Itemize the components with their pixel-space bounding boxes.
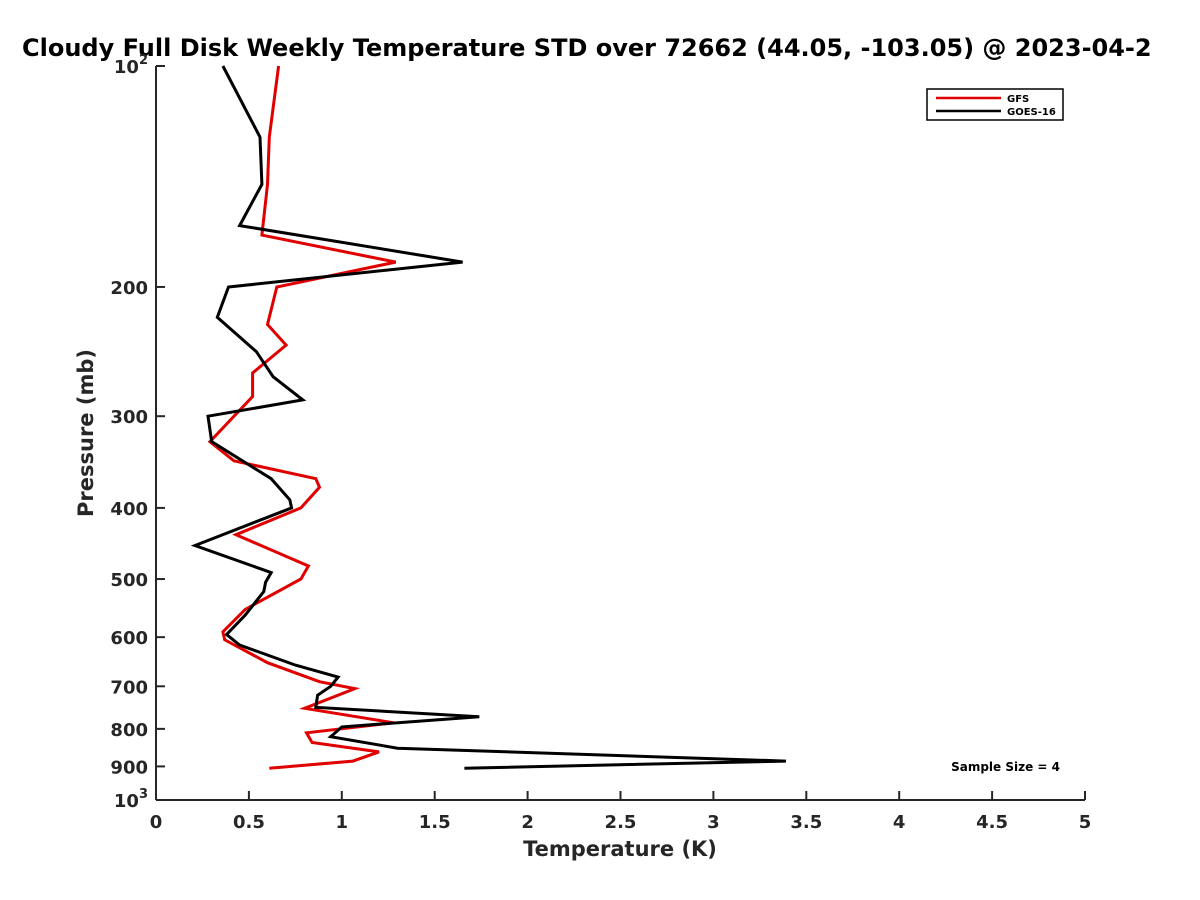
series-line-goes-16 bbox=[190, 65, 786, 770]
y-tick-label: 900 bbox=[110, 757, 148, 778]
sample-size-annotation: Sample Size = 4 bbox=[951, 760, 1060, 774]
y-tick-label: 500 bbox=[110, 570, 148, 591]
legend-label-goes-16: GOES-16 bbox=[1007, 107, 1056, 118]
x-tick-label: 5 bbox=[1079, 812, 1092, 833]
x-tick-label: 0 bbox=[150, 812, 163, 833]
y-tick-label: 200 bbox=[110, 278, 148, 299]
y-tick-label: 300 bbox=[110, 407, 148, 428]
x-axis-label: Temperature (K) bbox=[523, 837, 717, 861]
series-line-gfs bbox=[207, 65, 397, 770]
x-tick-label: 0.5 bbox=[233, 812, 265, 833]
y-tick-label: 700 bbox=[110, 677, 148, 698]
y-axis-label: Pressure (mb) bbox=[74, 349, 98, 517]
x-tick-label: 1.5 bbox=[419, 812, 451, 833]
y-tick-label: 600 bbox=[110, 628, 148, 649]
legend-label-gfs: GFS bbox=[1007, 94, 1029, 105]
x-tick-label: 2.5 bbox=[605, 812, 637, 833]
y-tick-label: 102 bbox=[114, 53, 148, 78]
x-tick-label: 3 bbox=[707, 812, 720, 833]
x-tick-label: 4.5 bbox=[976, 812, 1008, 833]
plot-area: 0 0.5 1 1.5 2 2.5 3 3.5 4 4.5 51022003004005006007… bbox=[110, 53, 1091, 833]
x-tick-label: 2 bbox=[521, 812, 534, 833]
legend: GFS GOES-16 bbox=[926, 88, 1064, 121]
x-tick-label: 3.5 bbox=[790, 812, 822, 833]
y-tick-label-exponent: 2 bbox=[139, 53, 148, 68]
y-tick-label: 400 bbox=[110, 499, 148, 520]
x-tick-label: 4 bbox=[893, 812, 906, 833]
legend-box bbox=[926, 88, 1064, 121]
y-tick-label-base: 10 bbox=[114, 57, 139, 78]
x-tick-label: 1 bbox=[336, 812, 349, 833]
y-tick-label: 800 bbox=[110, 720, 148, 741]
y-tick-label: 103 bbox=[114, 787, 148, 812]
chart-title: Cloudy Full Disk Weekly Temperature STD … bbox=[22, 34, 1152, 62]
y-tick-label-exponent: 3 bbox=[139, 787, 148, 802]
y-tick-label-base: 10 bbox=[114, 791, 139, 812]
